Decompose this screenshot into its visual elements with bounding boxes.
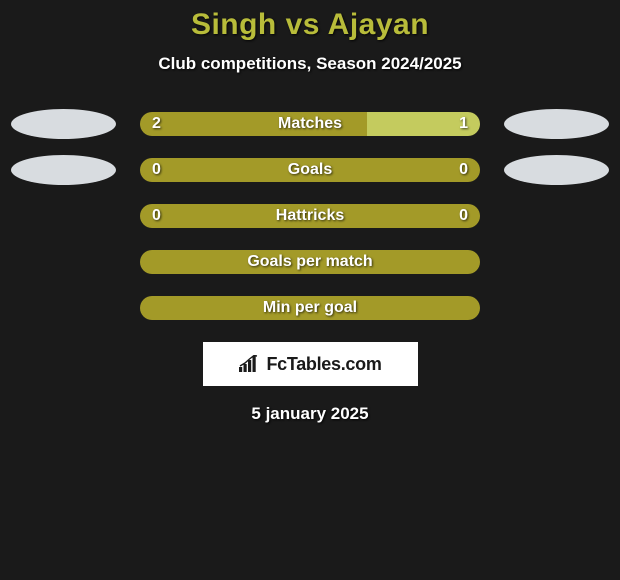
stat-value-left: [140, 250, 310, 274]
logo-text: FcTables.com: [266, 354, 381, 375]
stat-row: 00Hattricks: [0, 204, 620, 228]
stat-row: Goals per match: [0, 250, 620, 274]
stat-value-right: 0: [310, 204, 480, 228]
player-oval-left: [11, 109, 116, 139]
stat-bar: 00Hattricks: [140, 204, 480, 228]
stat-value-left: [140, 296, 310, 320]
bar-chart-icon: [238, 355, 260, 373]
stat-value-right: 1: [367, 112, 480, 136]
stat-bar: Min per goal: [140, 296, 480, 320]
stat-value-right: [310, 250, 480, 274]
stat-value-right: 0: [310, 158, 480, 182]
player-oval-right: [504, 109, 609, 139]
stat-bar: 21Matches: [140, 112, 480, 136]
stats-list: 21Matches 00Goals 00Hattricks Goals per mat…: [0, 112, 620, 320]
stat-value-left: 2: [140, 112, 367, 136]
stat-row: 21Matches: [0, 112, 620, 136]
stat-row: Min per goal: [0, 296, 620, 320]
stat-value-left: 0: [140, 204, 310, 228]
stat-value-left: 0: [140, 158, 310, 182]
subtitle: Club competitions, Season 2024/2025: [0, 54, 620, 74]
date-label: 5 january 2025: [0, 404, 620, 424]
stat-bar: 00Goals: [140, 158, 480, 182]
stat-value-right: [310, 296, 480, 320]
player-oval-right: [504, 155, 609, 185]
stat-row: 00Goals: [0, 158, 620, 182]
player-oval-left: [11, 155, 116, 185]
page-title: Singh vs Ajayan: [0, 8, 620, 42]
stat-bar: Goals per match: [140, 250, 480, 274]
site-logo[interactable]: FcTables.com: [203, 342, 418, 386]
comparison-card: Singh vs Ajayan Club competitions, Seaso…: [0, 0, 620, 424]
